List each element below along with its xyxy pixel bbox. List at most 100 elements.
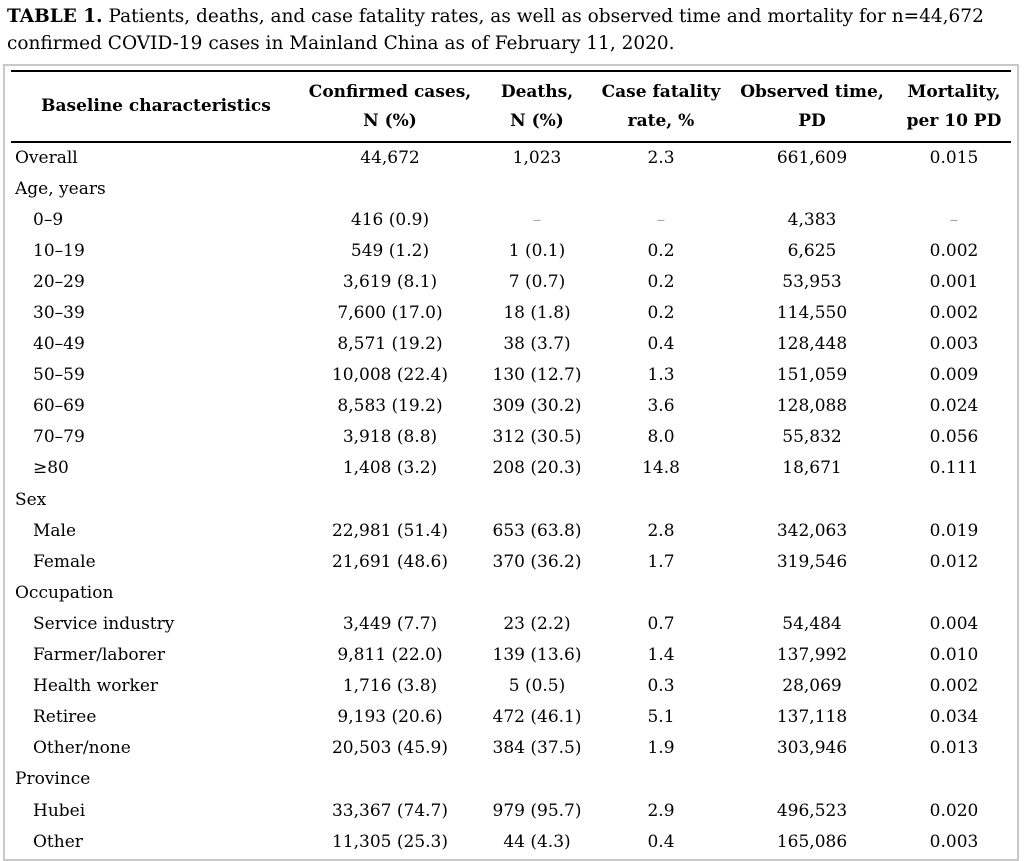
cell-value (727, 764, 897, 795)
cell-value: 979 (95.7) (492, 800, 582, 821)
row-label: 30–39 (33, 303, 85, 324)
cell-value: 1.4 (647, 645, 675, 666)
cell-value (479, 173, 595, 204)
cell-value (479, 764, 595, 795)
cell-value (897, 484, 1011, 515)
row-label: Retiree (33, 707, 97, 728)
cell-value (897, 764, 1011, 795)
cell-value: 3,449 (7.7) (342, 613, 438, 634)
cell-value: 2.3 (647, 148, 675, 169)
table-row: 0–9 416 (0.9) – – 4,383 – (11, 204, 1011, 235)
table-row: Female 21,691 (48.6) 370 (36.2) 1.7 319,546 0… (11, 546, 1011, 577)
cell-value: 8,583 (19.2) (337, 396, 443, 417)
cell-value: 38 (3.7) (503, 334, 571, 355)
row-label: ≥80 (33, 458, 69, 479)
column-header-baseline-characteristics: Baseline characteristics (11, 70, 301, 143)
section-row: Age, years (11, 173, 1011, 204)
cell-value: 23 (2.2) (503, 613, 571, 634)
cell-value: 0.4 (647, 334, 675, 355)
row-label: Overall (15, 148, 78, 169)
cell-value: 44 (4.3) (503, 831, 571, 852)
cell-value: 151,059 (776, 365, 848, 386)
cell-value: 3,619 (8.1) (342, 271, 438, 292)
cell-value: 128,088 (776, 396, 848, 417)
cell-value: 416 (0.9) (350, 209, 430, 230)
cell-value: – (656, 209, 666, 230)
cell-value: 9,193 (20.6) (337, 707, 443, 728)
cell-value: 20,503 (45.9) (331, 738, 448, 759)
table-row: Farmer/laborer 9,811 (22.0) 139 (13.6) 1.4 1… (11, 640, 1011, 671)
cell-value (595, 577, 727, 608)
cell-value: 208 (20.3) (492, 458, 582, 479)
table-row: 30–39 7,600 (17.0) 18 (1.8) 0.2 114,550 0.002 (11, 297, 1011, 328)
cell-value: 18,671 (782, 458, 842, 479)
section-label: Sex (15, 489, 47, 510)
row-label: Male (33, 520, 77, 541)
cell-value: 33,367 (74.7) (331, 800, 448, 821)
table-row: Health worker 1,716 (3.8) 5 (0.5) 0.3 28,069… (11, 671, 1011, 702)
cell-value: 8.0 (647, 427, 675, 448)
column-header-deaths: Deaths, N (%) (479, 70, 595, 143)
table-row: 20–29 3,619 (8.1) 7 (0.7) 0.2 53,953 0.001 (11, 266, 1011, 297)
stats-table: Baseline characteristics Confirmed cases… (11, 70, 1011, 857)
cell-value: 661,609 (776, 148, 848, 169)
cell-value: 165,086 (776, 831, 848, 852)
cell-value: 2.9 (647, 800, 675, 821)
cell-value: 0.001 (929, 271, 979, 292)
cell-value: 0.4 (647, 831, 675, 852)
section-row: Province (11, 764, 1011, 795)
table-header: Baseline characteristics Confirmed cases… (11, 70, 1011, 143)
cell-value: 0.009 (929, 365, 979, 386)
cell-value (727, 577, 897, 608)
table-row: Hubei 33,367 (74.7) 979 (95.7) 2.9 496,523 0.… (11, 795, 1011, 826)
row-label: Service industry (33, 613, 175, 634)
cell-value (479, 484, 595, 515)
cell-value: 114,550 (776, 303, 848, 324)
table-row: Service industry 3,449 (7.7) 23 (2.2) 0.7 54… (11, 608, 1011, 639)
row-label: 20–29 (33, 271, 85, 292)
row-label: 60–69 (33, 396, 85, 417)
cell-value: 319,546 (776, 551, 848, 572)
cell-value: 14.8 (642, 458, 680, 479)
cell-value: 384 (37.5) (492, 738, 582, 759)
row-label: 0–9 (33, 209, 64, 230)
section-row: Sex (11, 484, 1011, 515)
column-header-confirmed-cases: Confirmed cases, N (%) (301, 70, 479, 143)
cell-value: 0.010 (929, 645, 979, 666)
cell-value: 0.002 (929, 676, 979, 697)
row-label: 70–79 (33, 427, 85, 448)
cell-value: 0.056 (929, 427, 979, 448)
cell-value: 0.004 (929, 613, 979, 634)
table-row: 60–69 8,583 (19.2) 309 (30.2) 3.6 128,088 0.0… (11, 391, 1011, 422)
cell-value: 7,600 (17.0) (337, 303, 443, 324)
cell-value: 0.2 (647, 303, 675, 324)
cell-value: 0.7 (647, 613, 675, 634)
cell-value (595, 484, 727, 515)
cell-value: 53,953 (782, 271, 842, 292)
section-label: Occupation (15, 582, 114, 603)
cell-value: 7 (0.7) (508, 271, 566, 292)
cell-value: 370 (36.2) (492, 551, 582, 572)
cell-value: 472 (46.1) (492, 707, 582, 728)
table-caption: TABLE 1. Patients, deaths, and case fata… (7, 3, 1021, 57)
cell-value: 28,069 (782, 676, 842, 697)
cell-value: 1,023 (512, 148, 562, 169)
cell-value: 6,625 (787, 240, 837, 261)
cell-value: 130 (12.7) (492, 365, 582, 386)
cell-value: 21,691 (48.6) (331, 551, 448, 572)
cell-value: 18 (1.8) (503, 303, 571, 324)
cell-value: 9,811 (22.0) (337, 645, 443, 666)
cell-value: 653 (63.8) (492, 520, 582, 541)
cell-value (301, 577, 479, 608)
cell-value: 0.013 (929, 738, 979, 759)
cell-value: 0.034 (929, 707, 979, 728)
cell-value: 0.024 (929, 396, 979, 417)
row-label: 40–49 (33, 334, 85, 355)
cell-value: 0.012 (929, 551, 979, 572)
table-row: 50–59 10,008 (22.4) 130 (12.7) 1.3 151,059 0.… (11, 360, 1011, 391)
column-header-mortality: Mortality, per 10 PD (897, 70, 1011, 143)
cell-value (727, 484, 897, 515)
cell-value: 342,063 (776, 520, 848, 541)
cell-value: 139 (13.6) (492, 645, 582, 666)
cell-value: 0.111 (929, 458, 979, 479)
